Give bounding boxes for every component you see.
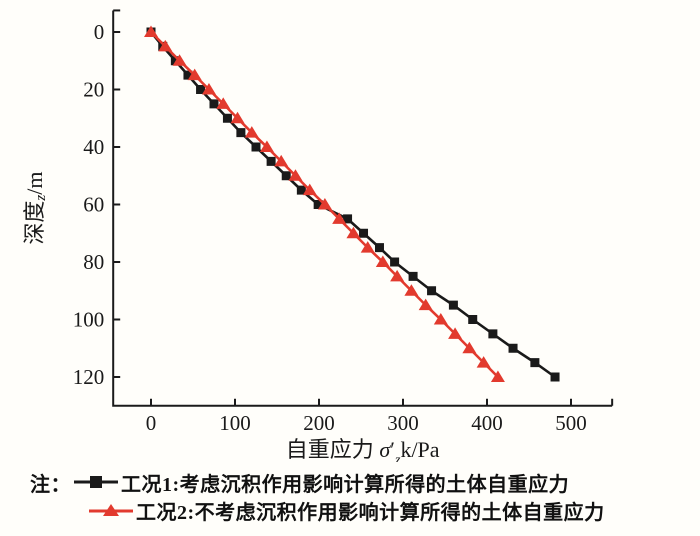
series-工况2 <box>144 25 505 382</box>
chart: 0 20 40 60 80 100 120 0 100 200 300 400 500 深度z/m 自重应力… <box>22 9 614 462</box>
marker-triangle <box>216 97 231 109</box>
legend-row-case1: 注： 工况1:考虑沉积作用影响计算所得的土体自重应力 <box>30 468 690 496</box>
marker-square <box>281 171 291 181</box>
marker-triangle <box>230 111 245 124</box>
y-tick-label: 40 <box>83 135 104 159</box>
marker-square <box>183 70 193 80</box>
legend-marker-triangle <box>88 503 134 518</box>
marker-square <box>488 329 498 339</box>
marker-square <box>196 85 206 94</box>
y-tick-label: 80 <box>83 250 104 274</box>
marker-triangle <box>201 83 216 95</box>
marker-triangle <box>360 241 375 253</box>
marker-square <box>374 243 384 253</box>
legend-marker-square <box>73 475 119 489</box>
marker-triangle <box>244 126 259 138</box>
marker-triangle <box>302 183 317 196</box>
marker-triangle <box>418 298 433 311</box>
series-工况1 <box>146 27 560 382</box>
y-tick-label: 100 <box>73 308 105 332</box>
marker-square <box>251 142 261 152</box>
y-axis-title: 深度z/m <box>22 172 49 245</box>
marker-triangle <box>332 212 347 224</box>
marker-square <box>408 271 418 281</box>
marker-triangle <box>404 284 419 296</box>
marker-square <box>550 372 560 382</box>
x-tick-label: 300 <box>387 411 419 435</box>
marker-triangle <box>346 226 361 239</box>
x-tick-label: 500 <box>555 411 587 435</box>
marker-square <box>468 315 478 324</box>
marker-triangle <box>317 198 332 210</box>
marker-triangle <box>144 25 158 37</box>
marker-triangle <box>274 154 289 167</box>
y-tick-label: 60 <box>83 193 104 217</box>
marker-square <box>530 358 540 368</box>
legend-label-case1: 工况1:考虑沉积作用影响计算所得的土体自重应力 <box>121 473 570 496</box>
legend-label-case2: 工况2:不考虑沉积作用影响计算所得的土体自重应力 <box>136 501 605 524</box>
y-tick-label: 0 <box>94 20 105 44</box>
marker-square <box>222 113 232 123</box>
marker-square <box>236 128 246 138</box>
legend-row-case2: 工况2:不考虑沉积作用影响计算所得的土体自重应力 <box>86 496 690 524</box>
figure-note: 注： 工况1:考虑沉积作用影响计算所得的土体自重应力 工况2:不考虑沉积作用影响… <box>30 468 690 524</box>
marker-square <box>313 200 323 209</box>
marker-square <box>508 343 518 353</box>
marker-triangle <box>390 269 405 282</box>
marker-square <box>427 286 437 296</box>
marker-square <box>448 300 458 310</box>
note-label: 注： <box>30 473 71 496</box>
x-tick-label: 100 <box>219 411 251 435</box>
marker-triangle <box>158 39 173 52</box>
marker-square <box>359 228 369 238</box>
x-tick-label: 200 <box>303 411 335 435</box>
marker-triangle <box>448 327 463 339</box>
marker-triangle <box>172 54 187 66</box>
marker-triangle <box>187 68 202 81</box>
x-axis-title: 自重应力 σ′zk/Pa <box>286 437 440 462</box>
marker-square <box>296 185 306 195</box>
x-tick-label: 400 <box>471 411 503 435</box>
marker-triangle <box>476 356 491 368</box>
marker-triangle <box>375 255 390 267</box>
marker-square <box>390 257 400 267</box>
y-tick-label: 120 <box>73 365 105 389</box>
axes <box>112 10 613 407</box>
marker-triangle <box>288 169 303 181</box>
marker-square <box>209 99 219 109</box>
marker-square <box>343 214 353 224</box>
y-tick-label: 20 <box>83 78 104 102</box>
marker-triangle <box>433 313 448 325</box>
marker-square <box>170 56 180 66</box>
series-line <box>149 31 556 379</box>
marker-triangle <box>462 341 477 354</box>
marker-triangle <box>490 370 505 382</box>
marker-square <box>266 156 276 166</box>
marker-triangle <box>259 140 274 152</box>
x-tick-label: 0 <box>146 411 157 435</box>
